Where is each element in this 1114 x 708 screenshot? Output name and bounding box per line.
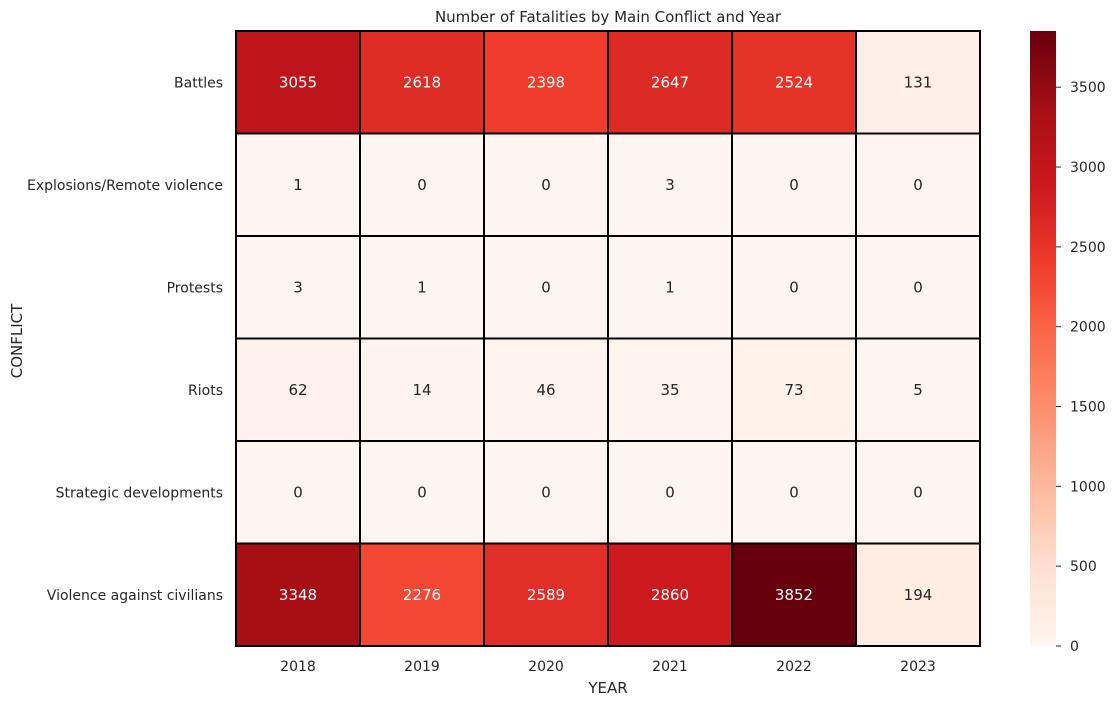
cell-value-label: 5 xyxy=(913,381,923,399)
cell-value-label: 0 xyxy=(541,176,551,194)
heatmap-cell xyxy=(359,132,485,237)
y-tick-label: Explosions/Remote violence xyxy=(27,178,223,194)
x-axis-label: YEAR xyxy=(587,679,627,697)
cell-value-label: 2524 xyxy=(775,73,813,91)
y-tick-label: Protests xyxy=(167,280,223,296)
heatmap-cell xyxy=(731,542,857,647)
y-tick-label: Violence against civilians xyxy=(47,588,223,604)
y-tick-labels: Battles Explosions/Remote violence Protest… xyxy=(27,75,223,604)
heatmap-cell xyxy=(607,235,733,340)
colorbar-tick-label: 1500 xyxy=(1070,400,1106,416)
colorbar-tick-label: 500 xyxy=(1070,559,1097,575)
heatmap-cell xyxy=(855,542,981,647)
cell-value-label: 2860 xyxy=(651,586,689,604)
cell-value-label: 0 xyxy=(789,176,799,194)
cell-value-label: 0 xyxy=(417,176,427,194)
cell-value-label: 1 xyxy=(417,278,427,296)
heatmap-cell xyxy=(731,337,857,442)
cell-value-label: 131 xyxy=(904,73,933,91)
cell-value-label: 0 xyxy=(789,278,799,296)
cell-value-label: 0 xyxy=(913,278,923,296)
colorbar-tick-label: 2000 xyxy=(1070,320,1106,336)
x-tick-label: 2019 xyxy=(404,659,440,675)
cell-value-label: 2276 xyxy=(403,586,441,604)
cell-value-label: 3055 xyxy=(279,73,317,91)
heatmap-cell xyxy=(731,440,857,545)
colorbar xyxy=(1030,31,1056,646)
cell-value-label: 0 xyxy=(417,483,427,501)
heatmap-cell xyxy=(607,542,733,647)
cell-value-label: 3 xyxy=(665,176,675,194)
cell-value-label: 0 xyxy=(293,483,303,501)
cell-value-label: 2618 xyxy=(403,73,441,91)
cell-value-label: 62 xyxy=(288,381,307,399)
heatmap-cell xyxy=(855,440,981,545)
cell-value-label: 1 xyxy=(293,176,303,194)
heatmap-cell xyxy=(607,337,733,442)
y-tick-label: Riots xyxy=(188,383,223,399)
heatmap-cell xyxy=(235,542,361,647)
heatmap-cell xyxy=(359,235,485,340)
x-tick-label: 2018 xyxy=(280,659,316,675)
heatmap-cell xyxy=(855,337,981,442)
colorbar-tick-label: 2500 xyxy=(1070,240,1106,256)
heatmap-cells xyxy=(235,30,981,647)
cell-value-label: 35 xyxy=(660,381,679,399)
heatmap-cell xyxy=(607,132,733,237)
cell-value-label: 194 xyxy=(904,586,933,604)
heatmap-cell xyxy=(731,235,857,340)
x-tick-label: 2022 xyxy=(776,659,812,675)
heatmap-cell xyxy=(235,30,361,135)
cell-value-label: 0 xyxy=(789,483,799,501)
x-tick-label: 2021 xyxy=(652,659,688,675)
cell-value-label: 14 xyxy=(412,381,431,399)
colorbar-tick-label: 3500 xyxy=(1070,80,1106,96)
x-tick-label: 2020 xyxy=(528,659,564,675)
x-tick-labels: 2018 2019 2020 2021 2022 2023 xyxy=(280,659,936,675)
heatmap-cell xyxy=(235,337,361,442)
x-tick-label: 2023 xyxy=(900,659,936,675)
cell-value-label: 1 xyxy=(665,278,675,296)
heatmap-cell xyxy=(483,440,609,545)
y-tick-label: Battles xyxy=(174,75,223,91)
heatmap-cell xyxy=(359,30,485,135)
heatmap-cell xyxy=(855,235,981,340)
cell-value-label: 2398 xyxy=(527,73,565,91)
cell-value-label: 0 xyxy=(541,278,551,296)
heatmap-cell xyxy=(483,337,609,442)
y-tick-label: Strategic developments xyxy=(56,485,223,501)
cell-value-label: 3348 xyxy=(279,586,317,604)
colorbar-tick-label: 1000 xyxy=(1070,479,1106,495)
cell-value-label: 73 xyxy=(784,381,803,399)
heatmap-cell xyxy=(483,30,609,135)
y-axis-label: CONFLICT xyxy=(8,303,26,378)
cell-value-label: 0 xyxy=(913,483,923,501)
cell-value-label: 2589 xyxy=(527,586,565,604)
cell-value-label: 3 xyxy=(293,278,303,296)
heatmap-cell xyxy=(855,30,981,135)
heatmap-cell xyxy=(235,440,361,545)
cell-value-label: 0 xyxy=(913,176,923,194)
colorbar-tick-label: 3000 xyxy=(1070,160,1106,176)
chart-title: Number of Fatalities by Main Conflict an… xyxy=(435,8,782,26)
cell-value-labels: 3055 2618 2398 2647 2524 131 1 0 0 3 0 0 3 1 0 1 0 0 62 14 4… xyxy=(279,73,932,604)
cell-value-label: 0 xyxy=(665,483,675,501)
colorbar-tick-label: 0 xyxy=(1070,639,1079,655)
cell-value-label: 46 xyxy=(536,381,555,399)
heatmap-cell xyxy=(359,337,485,442)
cell-value-label: 3852 xyxy=(775,586,813,604)
cell-value-label: 0 xyxy=(541,483,551,501)
cell-value-label: 2647 xyxy=(651,73,689,91)
heatmap-cell xyxy=(855,132,981,237)
colorbar-tick-labels: 0 500 1000 1500 2000 2500 3000 3500 xyxy=(1056,80,1106,655)
heatmap-cell xyxy=(607,440,733,545)
